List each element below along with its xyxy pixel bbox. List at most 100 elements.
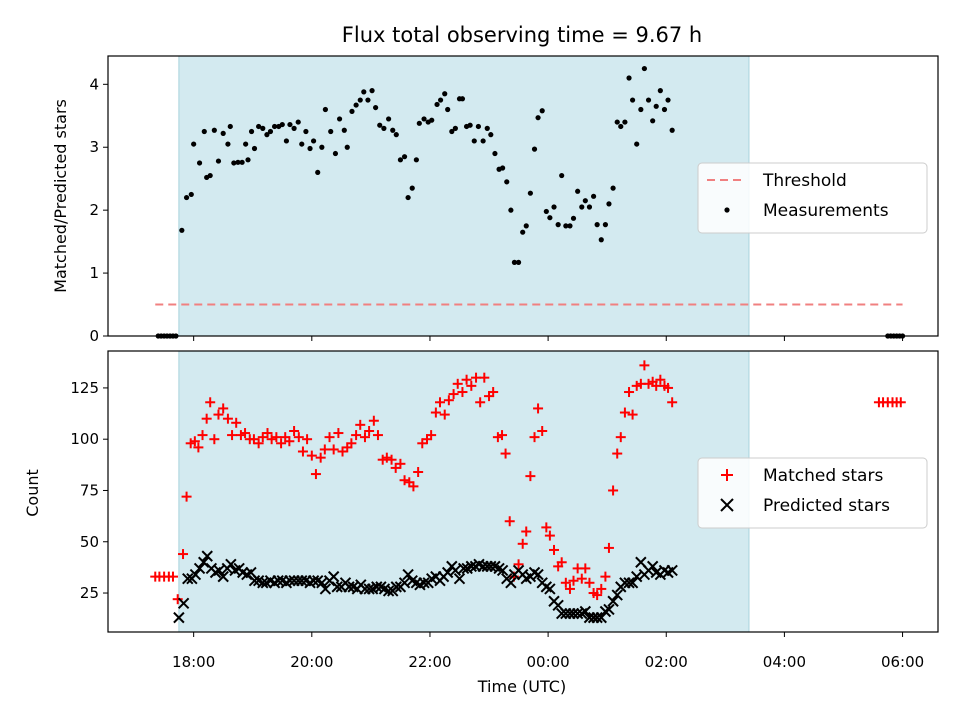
matched-star-point: [430, 407, 441, 418]
predicted-star-point: [382, 585, 395, 597]
measurement-point: [390, 127, 396, 133]
measurement-point: [459, 96, 466, 102]
predicted-star-point: [319, 583, 332, 595]
x-b: [248, 575, 261, 587]
matched-star-point: [521, 526, 532, 537]
measurement-point: [220, 130, 226, 136]
predicted-star-point: [201, 550, 213, 562]
matched-star-point: [319, 444, 330, 455]
measurement-point: [531, 146, 538, 152]
measurement-point: [634, 141, 640, 147]
measurement-point: [582, 198, 588, 204]
x-b: [378, 583, 391, 595]
matched-star-point: [466, 380, 477, 391]
x-b: [449, 564, 462, 577]
matched-star-point: [289, 425, 300, 436]
y-tick-label: 1: [89, 264, 99, 282]
matched-star-point: [359, 432, 370, 443]
predicted-star-point: [197, 556, 210, 568]
matched-star-point: [615, 432, 626, 443]
predicted-star-point: [307, 575, 320, 587]
matched-star-point: [448, 389, 459, 400]
matched-star-point: [372, 430, 383, 441]
matched-star-point: [167, 571, 178, 582]
measurement-point: [618, 123, 624, 130]
matched-star-point: [603, 542, 614, 553]
x-b: [607, 595, 619, 607]
x-tick-label: 20:00: [290, 653, 333, 671]
predicted-star-point: [193, 562, 206, 575]
x-b: [457, 562, 470, 575]
matched-star-point: [504, 516, 515, 527]
predicted-star-point: [331, 581, 343, 593]
panel-frame: [107, 55, 939, 337]
x-b: [532, 568, 544, 581]
matched-star-point: [297, 446, 308, 457]
matched-star-point: [568, 575, 579, 586]
measurement-point: [179, 227, 185, 233]
measurement-point: [207, 172, 213, 179]
measurement-point: [520, 229, 526, 235]
matched-star-point: [619, 407, 630, 418]
predicted-star-point: [182, 572, 194, 585]
measurement-point: [626, 75, 632, 81]
x-tick-label: 18:00: [172, 653, 215, 671]
predicted-star-point: [623, 577, 635, 589]
predicted-star-point: [173, 611, 185, 624]
measurement-point: [421, 116, 427, 122]
measurement-point: [665, 97, 671, 103]
matched-star-point: [655, 374, 666, 385]
matched-star-point: [541, 522, 552, 533]
legend-label: Measurements: [763, 201, 889, 221]
measurement-point: [271, 123, 278, 130]
x-b: [418, 577, 430, 589]
predicted-star-point: [449, 564, 462, 577]
x-b: [571, 607, 584, 620]
measurement-point: [357, 97, 363, 103]
matched-star-point: [284, 436, 295, 447]
x-b: [567, 607, 580, 620]
matched-star-point: [560, 577, 571, 588]
matched-star-point: [302, 434, 313, 445]
measurement-point: [653, 103, 659, 109]
measurement-point: [452, 125, 458, 131]
legend: Threshold Measurements: [697, 162, 928, 234]
x-b: [390, 581, 402, 593]
measurement-point: [328, 128, 334, 135]
predicted-star-point: [666, 564, 678, 577]
x-b: [720, 498, 734, 512]
matched-star-point: [513, 559, 524, 570]
predicted-star-point: [626, 577, 639, 589]
matched-star-point: [457, 387, 468, 398]
matched-star-point: [364, 425, 375, 436]
measurement-point: [283, 138, 290, 144]
measurement-point: [319, 144, 325, 150]
x-b: [312, 575, 324, 587]
x-b: [189, 568, 202, 581]
matched-star-point: [178, 549, 189, 560]
matched-star-point: [596, 583, 607, 594]
matched-star-point: [667, 397, 678, 408]
measurement-point: [563, 223, 569, 229]
measurement-point: [227, 123, 233, 130]
x-b: [363, 583, 375, 595]
matched-star-point: [533, 403, 544, 414]
measurement-point: [409, 185, 415, 191]
x-b: [650, 566, 662, 579]
measurement-point: [661, 106, 668, 113]
x-b: [173, 611, 185, 624]
predicted-star-point: [213, 564, 225, 577]
measurement-point: [416, 120, 422, 126]
measurement-point: [287, 121, 293, 128]
matched-star-point: [213, 409, 224, 420]
measurement-point: [260, 125, 266, 131]
y-tick-label: 4: [89, 75, 99, 93]
predicted-star-point: [327, 570, 340, 583]
measurement-point: [264, 132, 270, 138]
x-b: [284, 575, 296, 587]
measurement-point: [622, 119, 628, 125]
measurement-point: [508, 207, 514, 213]
matched-star-point: [333, 428, 344, 439]
measurement-point: [344, 144, 350, 150]
